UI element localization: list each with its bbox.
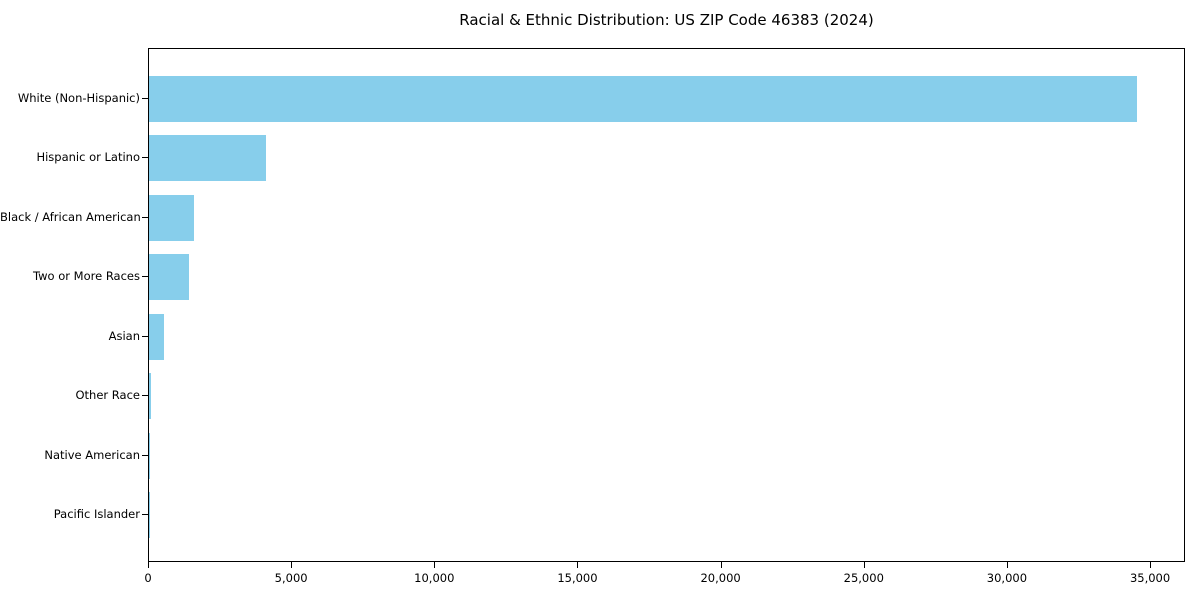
bar-3 xyxy=(149,254,190,301)
bar-0 xyxy=(149,76,1137,122)
x-tick-mark xyxy=(863,562,865,568)
x-tick-label: 0 xyxy=(144,571,152,585)
x-tick-label: 15,000 xyxy=(557,571,598,585)
bar-6 xyxy=(149,432,151,479)
x-tick-label: 35,000 xyxy=(1129,571,1171,585)
y-tick-mark xyxy=(142,216,148,218)
x-tick-label: 25,000 xyxy=(843,571,884,585)
chart-title: Racial & Ethnic Distribution: US ZIP Cod… xyxy=(459,11,874,29)
x-tick-label: 20,000 xyxy=(700,571,741,585)
x-tick-label: 30,000 xyxy=(986,571,1028,585)
x-tick-mark xyxy=(291,562,293,568)
category-label: White (Non-Hispanic) xyxy=(17,91,140,105)
y-tick-mark xyxy=(142,454,148,456)
y-tick-mark xyxy=(142,276,148,278)
x-tick-mark xyxy=(1150,562,1152,568)
category-label: Native American xyxy=(44,447,140,462)
y-tick-mark xyxy=(142,98,148,99)
x-tick-mark xyxy=(720,562,722,568)
x-tick-mark xyxy=(148,562,149,568)
bar-5 xyxy=(149,373,151,420)
category-label: Two or More Races xyxy=(33,269,140,284)
bar-2 xyxy=(149,194,194,241)
x-tick-mark xyxy=(434,562,436,568)
x-tick-mark xyxy=(1006,562,1008,568)
x-tick-label: 10,000 xyxy=(414,571,455,585)
y-tick-mark xyxy=(142,157,148,159)
x-tick-mark xyxy=(577,562,579,568)
category-label: Pacific Islander xyxy=(53,507,140,522)
category-label: Hispanic or Latino xyxy=(36,150,140,165)
y-tick-mark xyxy=(142,514,148,516)
bar-4 xyxy=(149,313,164,360)
y-tick-mark xyxy=(142,335,148,337)
category-label: Other Race xyxy=(75,388,141,403)
plot-area xyxy=(148,48,1185,562)
category-label: Asian xyxy=(108,328,140,343)
bar-1 xyxy=(149,135,267,182)
x-tick-label: 5,000 xyxy=(274,571,308,585)
category-label: Black / African American xyxy=(0,209,141,224)
y-tick-mark xyxy=(142,395,148,397)
